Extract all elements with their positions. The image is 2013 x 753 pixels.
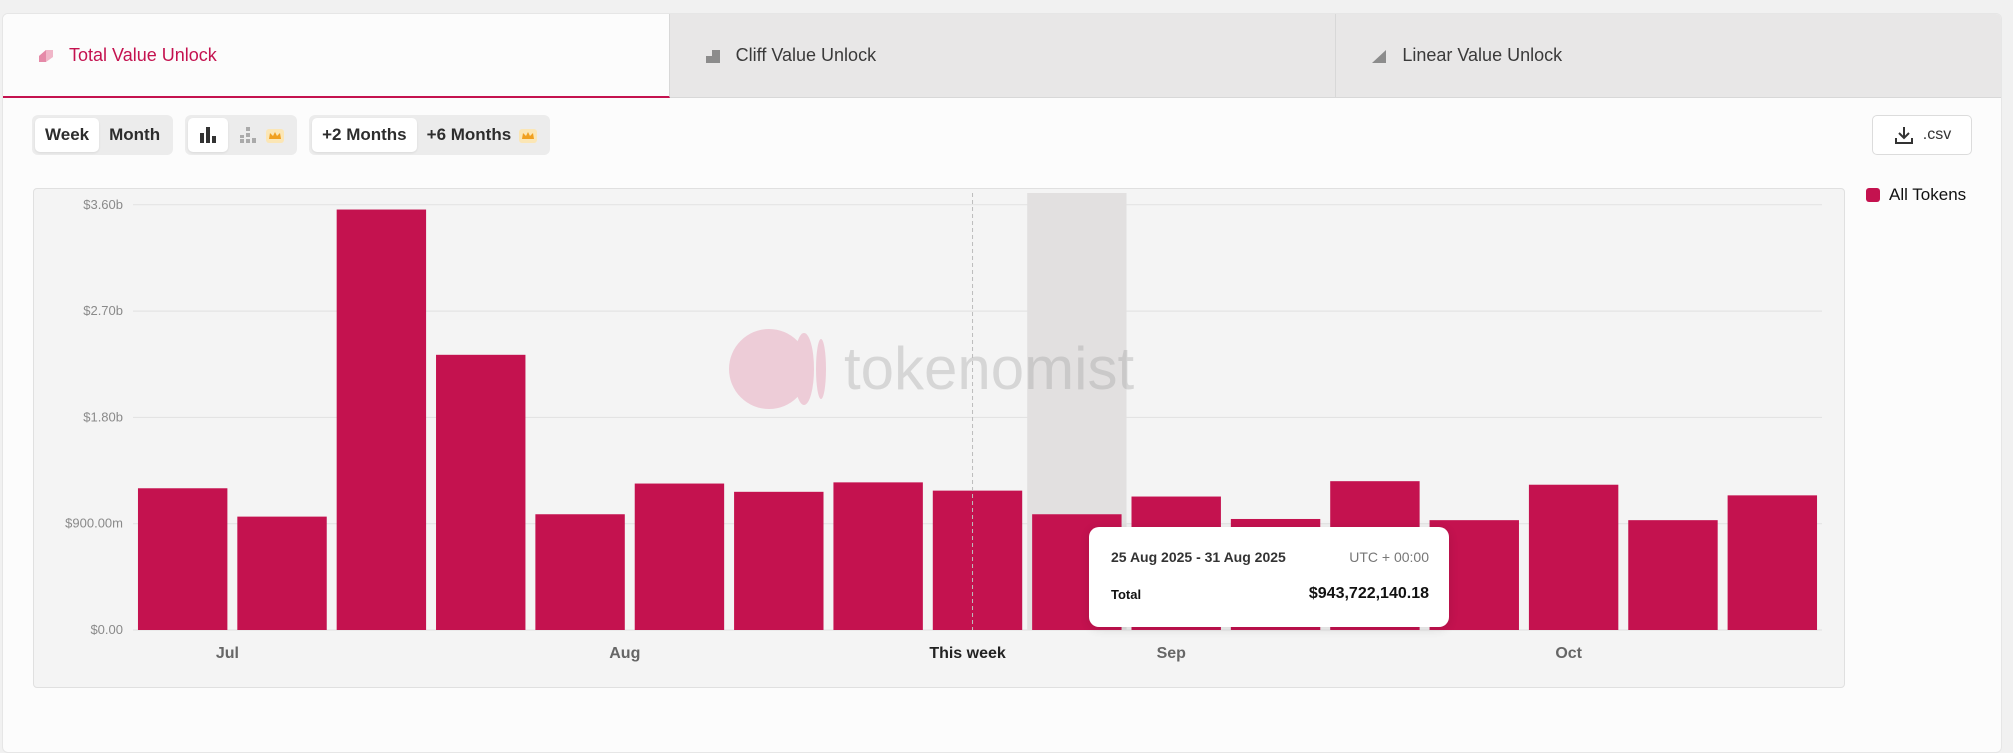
bar	[833, 482, 923, 630]
legend-swatch	[1866, 188, 1880, 202]
stacked-chart-icon	[240, 127, 257, 143]
x-tick-label: Oct	[1555, 645, 1582, 662]
y-tick-label: $1.80b	[83, 409, 123, 424]
tab-cliff-value-unlock[interactable]: Cliff Value Unlock	[669, 14, 1337, 98]
tooltip-label: Total	[1111, 587, 1142, 602]
linear-unlock-icon	[1370, 47, 1388, 65]
plus-6-months-button[interactable]: +6 Months	[417, 118, 548, 152]
bar	[237, 516, 327, 630]
y-tick-label: $900.00m	[65, 516, 123, 531]
stacked-chart-button[interactable]	[228, 118, 294, 152]
x-tick-label: Sep	[1157, 645, 1187, 662]
legend-label: All Tokens	[1889, 185, 1967, 204]
tab-label: Cliff Value Unlock	[735, 45, 877, 65]
crown-icon	[266, 128, 285, 143]
total-unlock-icon	[37, 46, 55, 64]
y-tick-label: $2.70b	[83, 303, 123, 318]
plus-2-months-button[interactable]: +2 Months	[312, 118, 417, 152]
bar	[137, 488, 228, 630]
download-icon	[1894, 127, 1913, 144]
watermark-logo-icon	[816, 339, 826, 399]
tooltip-timezone: UTC + 00:00	[1349, 549, 1429, 565]
crown-icon	[519, 128, 538, 143]
x-tick-label: This week	[929, 645, 1006, 662]
watermark: tokenomist	[729, 329, 1134, 409]
chart-toolbar: Week Month +2 Months +6 Months	[32, 115, 551, 155]
tooltip-value: $943,722,140.18	[1308, 585, 1429, 602]
x-tick-label: Aug	[609, 645, 640, 662]
tab-label: Total Value Unlock	[69, 44, 217, 65]
bar	[535, 514, 625, 630]
tooltip-date-range: 25 Aug 2025 - 31 Aug 2025	[1111, 549, 1286, 565]
bar	[1727, 495, 1818, 630]
csv-label: .csv	[1922, 126, 1952, 143]
chart-tooltip: 25 Aug 2025 - 31 Aug 2025 UTC + 00:00 To…	[1089, 527, 1449, 627]
bar	[634, 483, 725, 630]
watermark-text: tokenomist	[844, 335, 1134, 402]
bar	[1628, 520, 1718, 630]
week-button[interactable]: Week	[35, 118, 100, 152]
cliff-unlock-icon	[704, 47, 722, 65]
bar-chart-button[interactable]	[188, 118, 229, 152]
range-toggle: +2 Months +6 Months	[309, 115, 551, 155]
chart-style-toggle	[185, 115, 298, 155]
bar	[734, 491, 824, 630]
tab-linear-value-unlock[interactable]: Linear Value Unlock	[1336, 14, 2001, 98]
bar	[436, 354, 526, 630]
bar-chart-icon	[200, 127, 217, 143]
watermark-logo-icon	[794, 333, 814, 405]
download-csv-button[interactable]: .csv	[1872, 115, 1972, 155]
chart-legend[interactable]: All Tokens	[1866, 185, 1966, 205]
bar	[932, 490, 1023, 630]
tab-total-value-unlock[interactable]: Total Value Unlock	[3, 14, 670, 98]
bar	[1528, 484, 1619, 630]
y-tick-label: $3.60b	[83, 197, 123, 212]
tab-label: Linear Value Unlock	[1402, 45, 1563, 65]
chart-area: $0.00 $900.00m $1.80b $2.70b $3.60b tokenomis…	[33, 188, 1845, 688]
x-tick-label: Jul	[216, 645, 239, 662]
unlock-tabs: Total Value Unlock Cliff Value Unlock Li…	[3, 14, 2001, 98]
page: Total Value Unlock Cliff Value Unlock Li…	[2, 13, 2002, 753]
interval-toggle: Week Month	[32, 115, 174, 155]
watermark-logo-icon	[729, 329, 809, 409]
bar	[336, 209, 427, 630]
month-button[interactable]: Month	[109, 125, 161, 144]
bar-chart: $0.00 $900.00m $1.80b $2.70b $3.60b tokenomis…	[65, 193, 1822, 662]
plus-6-months-label: +6 Months	[426, 125, 512, 144]
y-tick-label: $0.00	[90, 622, 123, 637]
